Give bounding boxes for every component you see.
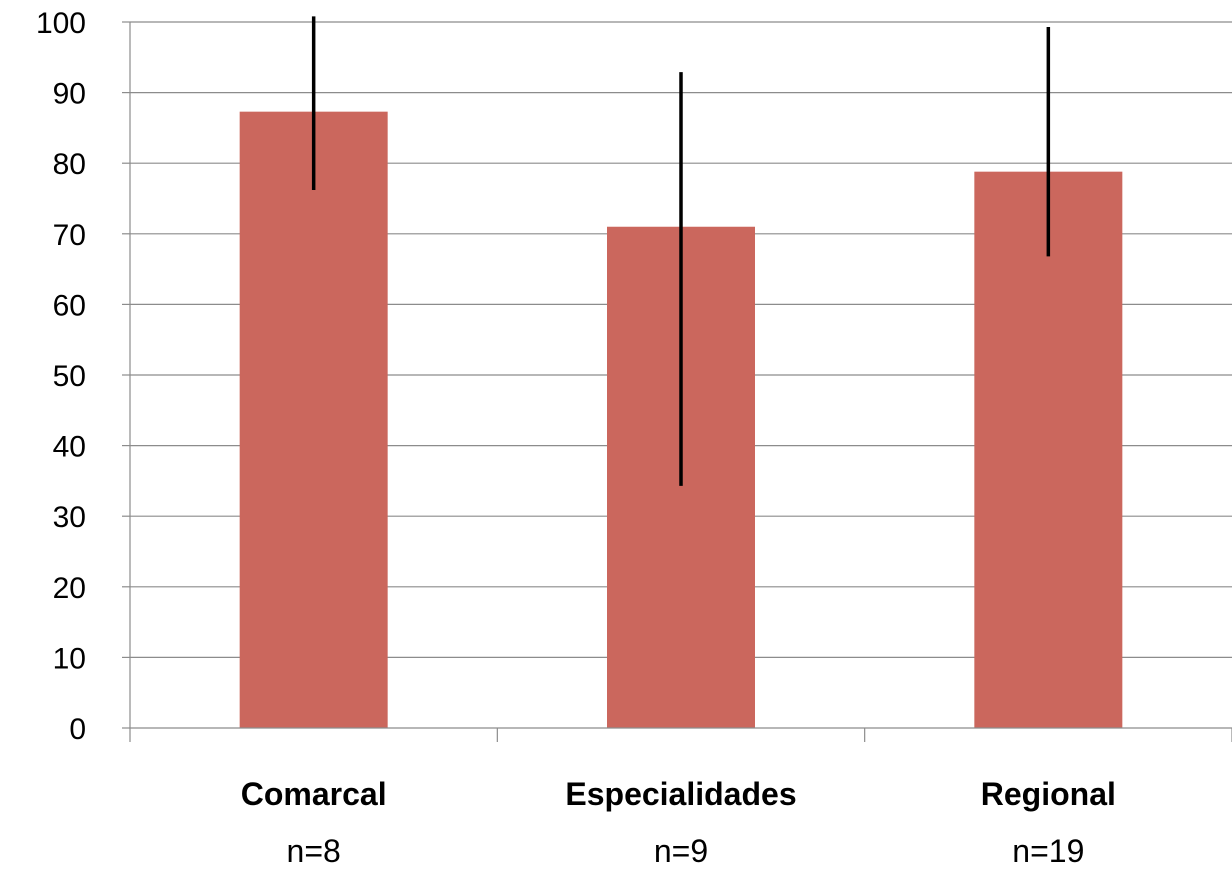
bar [974, 171, 1123, 728]
x-category-labels: Comarcal n=8 Especialidades n=9 Regional n=19 [241, 776, 1116, 869]
sample-size-label: n=19 [1012, 833, 1084, 869]
y-tick-label: 70 [53, 219, 86, 252]
y-tick-label: 40 [53, 431, 86, 464]
y-tick-label: 0 [69, 713, 86, 746]
y-tick-label: 60 [53, 289, 86, 322]
y-tick-label: 90 [53, 78, 86, 111]
y-tick-label: 80 [53, 148, 86, 181]
y-tick-label: 10 [53, 642, 86, 675]
x-category-label: Especialidades [565, 776, 796, 812]
axes [122, 21, 1232, 742]
bar [239, 111, 388, 729]
bars [239, 111, 1123, 729]
y-tick-label: 20 [53, 572, 86, 605]
y-tick-labels: 0 10 20 30 40 50 60 70 80 90 100 [36, 7, 86, 746]
sample-size-label: n=9 [654, 833, 708, 869]
error-bars [311, 16, 1051, 486]
y-tick-label: 100 [36, 7, 86, 40]
x-category-label: Regional [981, 776, 1116, 812]
y-tick-label: 50 [53, 360, 86, 393]
x-category-label: Comarcal [241, 776, 387, 812]
sample-size-label: n=8 [287, 833, 341, 869]
y-tick-label: 30 [53, 501, 86, 534]
